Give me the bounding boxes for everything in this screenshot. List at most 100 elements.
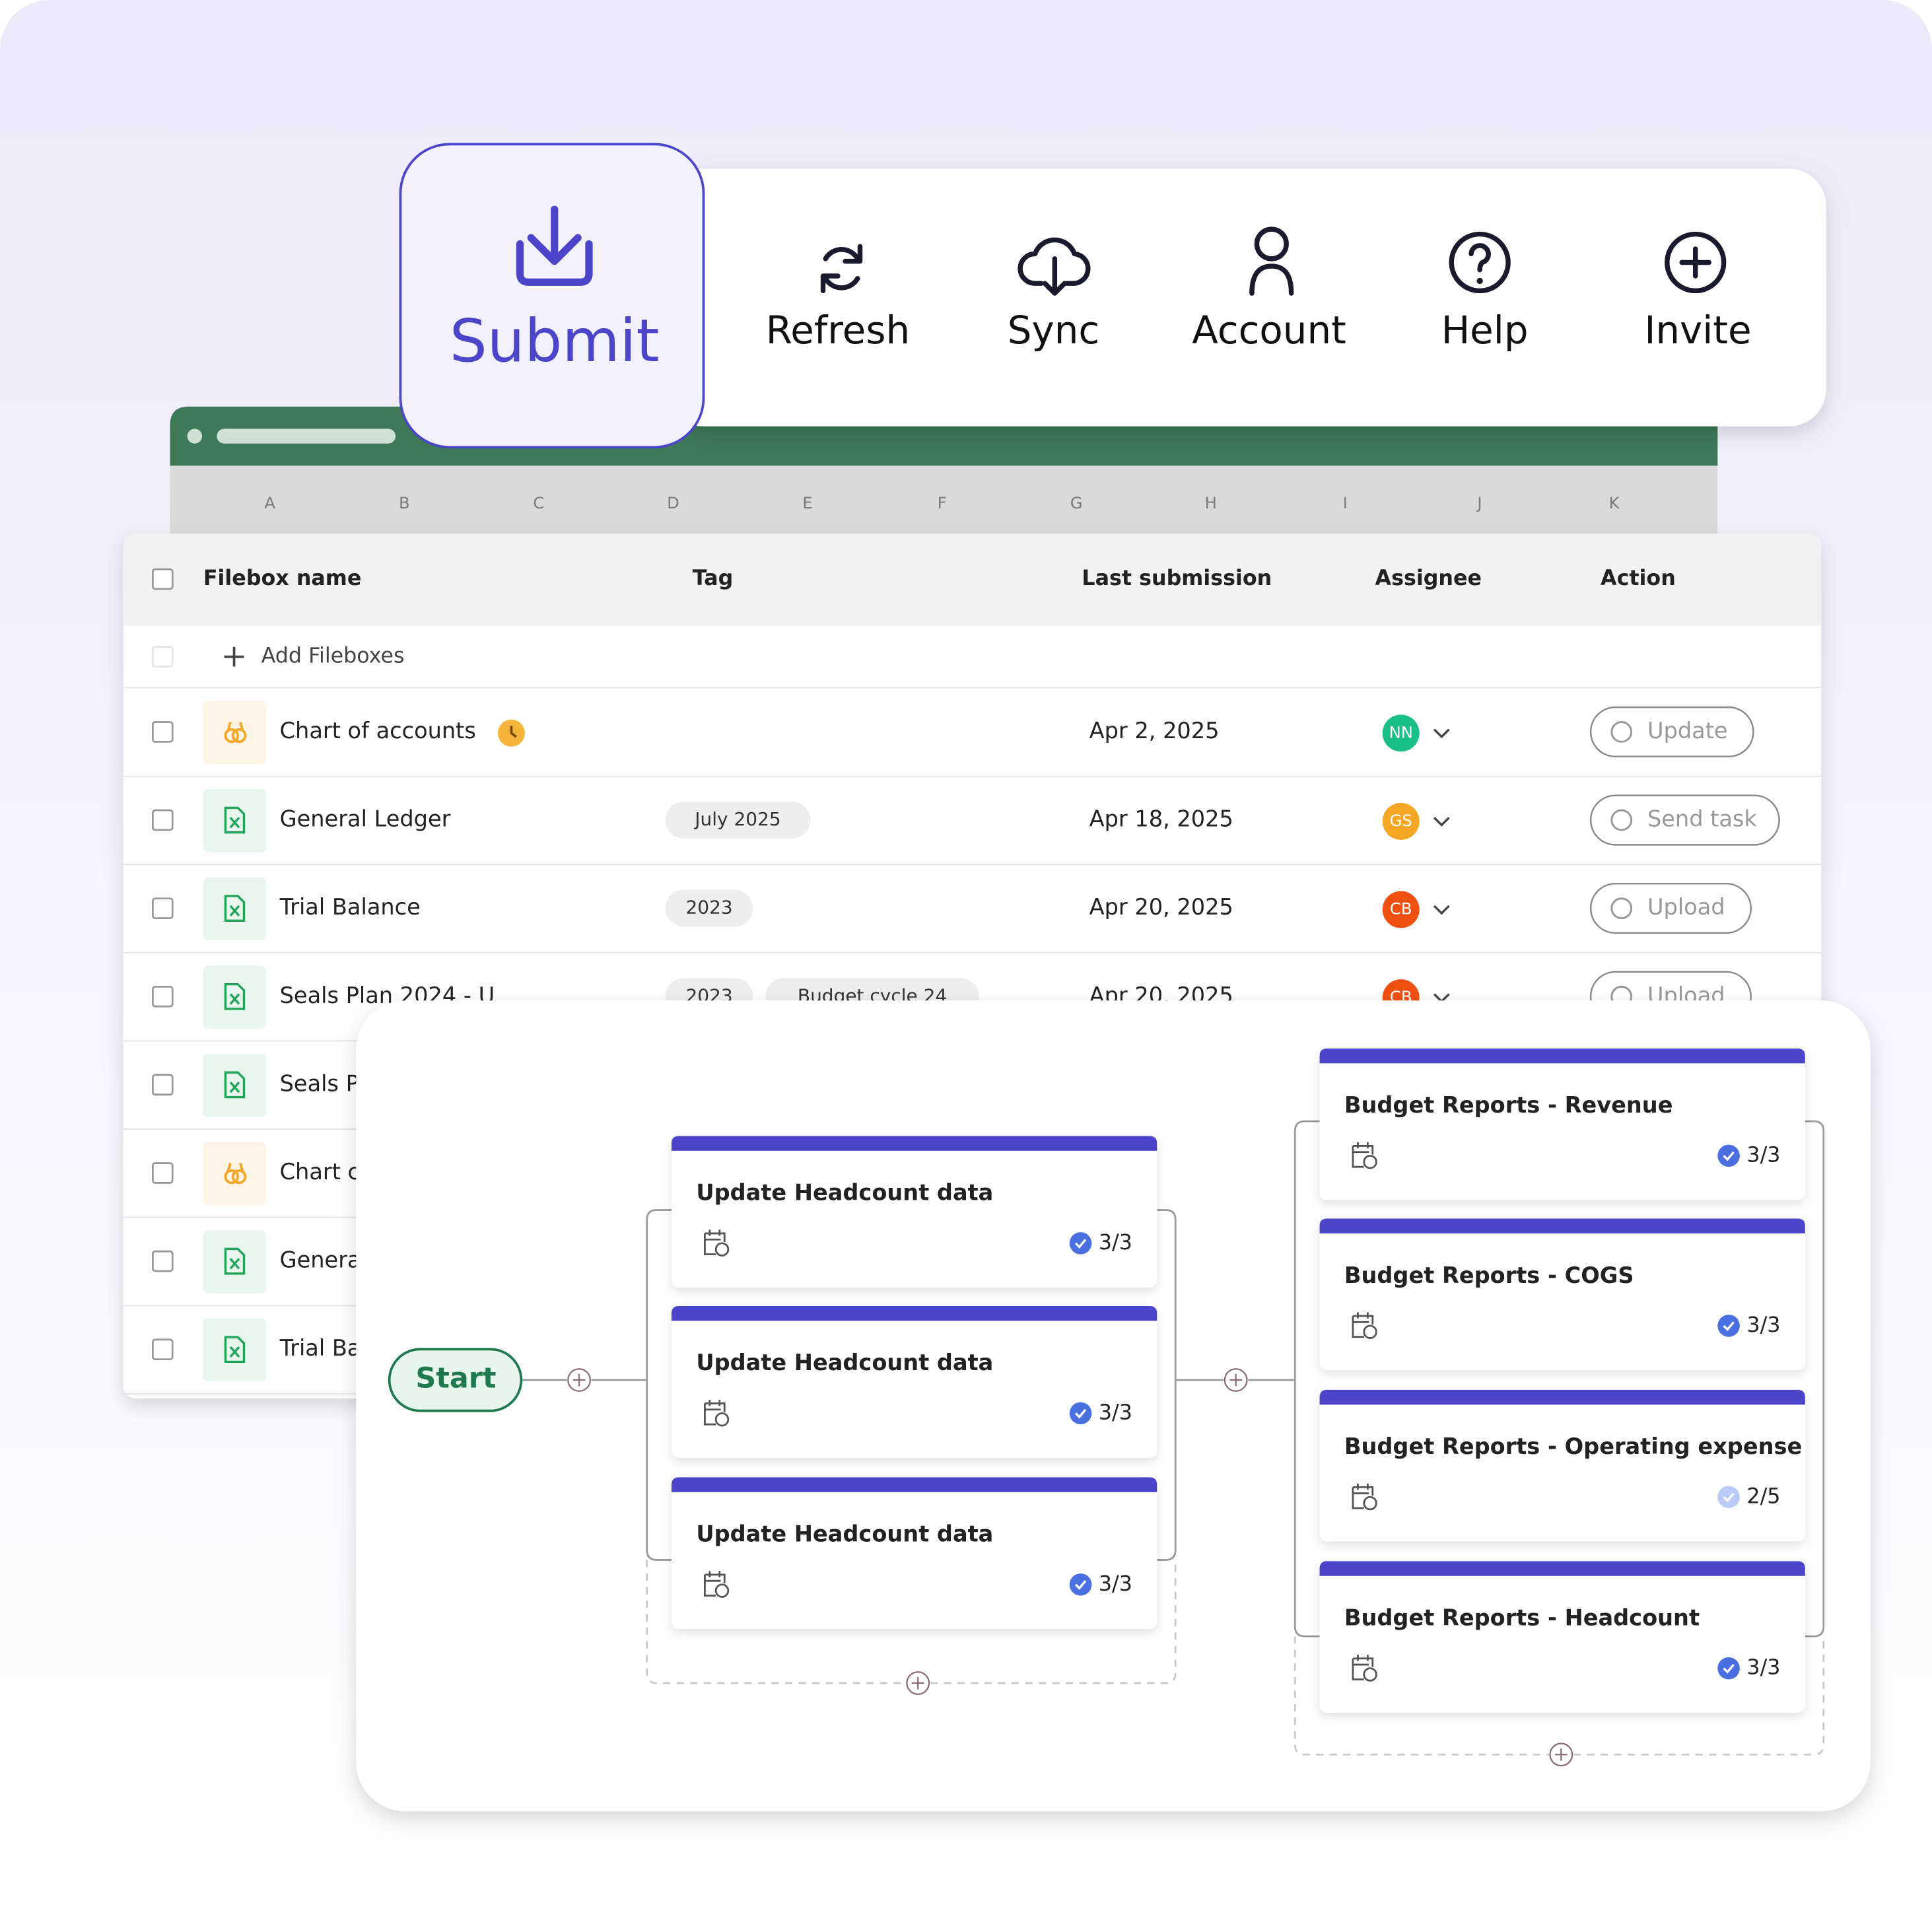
column-letter: H	[1205, 493, 1217, 512]
toolbar-label[interactable]: Sync	[1008, 308, 1099, 353]
checkbox[interactable]	[151, 897, 174, 919]
calendar-icon	[1352, 1312, 1374, 1338]
tag-chip	[665, 889, 753, 927]
column-header: Assignee	[1375, 567, 1482, 590]
excel-icon	[224, 1336, 246, 1363]
column-header: Filebox name	[203, 567, 361, 590]
tag-label: 2023	[686, 897, 733, 918]
checkbox[interactable]	[151, 809, 174, 831]
column-letter: A	[264, 493, 275, 512]
filebox-name[interactable]: General Ledger	[280, 806, 451, 832]
avatar-initials: GS	[1390, 811, 1412, 830]
filebox-name[interactable]: Chart of accounts	[280, 718, 476, 743]
progress: 3/3	[1099, 1400, 1132, 1424]
toolbar-label[interactable]: Help	[1441, 308, 1529, 353]
column-letter: G	[1070, 493, 1083, 512]
check-mark	[1723, 1321, 1735, 1331]
task-title: Budget Reports - COGS	[1344, 1262, 1634, 1288]
checkbox[interactable]	[151, 568, 174, 590]
action-icon	[1610, 721, 1633, 743]
sheet-columns	[170, 466, 1718, 535]
assignee-dropdown[interactable]	[1433, 817, 1450, 827]
avatar-initials: CB	[1390, 899, 1412, 918]
filebox-name[interactable]: Trial Ba	[279, 1335, 361, 1361]
checkbox[interactable]	[151, 1074, 174, 1096]
binoculars-icon	[224, 722, 247, 743]
action-button[interactable]	[1589, 794, 1780, 846]
excel-icon	[224, 806, 246, 834]
task-card[interactable]	[1319, 1218, 1805, 1371]
calendar-icon	[1352, 1483, 1374, 1509]
action-button[interactable]	[1589, 883, 1752, 934]
file-icon	[203, 1230, 267, 1294]
column-header: Tag	[693, 567, 734, 590]
add-step-plus	[572, 1373, 586, 1387]
clock-icon	[714, 1412, 730, 1427]
start-node[interactable]	[388, 1348, 523, 1412]
toolbar-label[interactable]: Invite	[1644, 308, 1751, 353]
task-card[interactable]	[1319, 1561, 1805, 1713]
assignee-dropdown[interactable]	[1433, 905, 1450, 915]
sheet-bar	[217, 429, 396, 444]
progress-check	[1717, 1144, 1740, 1167]
submit-button[interactable]	[399, 143, 705, 449]
filebox-name[interactable]: Seals P	[280, 1070, 359, 1096]
help-icon-dot	[1476, 277, 1483, 285]
excel-icon	[224, 1247, 246, 1275]
checkbox[interactable]	[151, 1250, 174, 1272]
checkbox	[151, 646, 174, 668]
checkbox[interactable]	[151, 1162, 174, 1184]
action-button[interactable]	[1589, 706, 1754, 757]
add-fileboxes[interactable]: Add Fileboxes	[261, 644, 405, 668]
progress-check	[1069, 1402, 1092, 1425]
checkbox[interactable]	[151, 1338, 174, 1361]
checkbox[interactable]	[151, 985, 174, 1008]
start-label: Start	[415, 1362, 496, 1395]
task-card[interactable]	[672, 1477, 1157, 1629]
check-mark	[1723, 1663, 1735, 1674]
task-title: Update Headcount data	[696, 1180, 993, 1206]
action-icon	[1610, 897, 1633, 920]
submit-label[interactable]: Submit	[450, 307, 660, 376]
progress: 3/3	[1746, 1656, 1780, 1680]
task-card[interactable]	[1319, 1049, 1805, 1200]
filebox-name[interactable]: Genera	[280, 1247, 361, 1273]
toolbar-label[interactable]: Refresh	[766, 308, 910, 353]
help-icon-mark	[1468, 243, 1491, 273]
task-card-bar	[672, 1477, 1157, 1492]
add-step-plus	[1229, 1373, 1242, 1387]
action-label: Upload	[1647, 894, 1725, 920]
progress-check	[1069, 1232, 1092, 1255]
assignee-dropdown[interactable]	[1433, 728, 1450, 739]
filebox-name[interactable]: Trial Balance	[279, 894, 421, 920]
progress: 3/3	[1099, 1231, 1132, 1255]
action-label: Send task	[1647, 806, 1757, 832]
task-card[interactable]	[672, 1136, 1157, 1288]
connectors	[521, 1120, 1825, 1756]
action-label: Update	[1647, 718, 1728, 743]
file-icon	[203, 878, 267, 941]
tag-chip	[665, 802, 811, 839]
progress-check	[1717, 1486, 1740, 1509]
invite-icon	[1665, 231, 1727, 294]
task-card[interactable]	[1319, 1389, 1805, 1542]
task-card-bar	[1319, 1218, 1805, 1233]
progress: 2/5	[1746, 1484, 1780, 1508]
progress-check	[1717, 1657, 1740, 1680]
sync-icon	[1018, 237, 1091, 296]
task-title: Budget Reports - Revenue	[1344, 1092, 1673, 1118]
avatar-initials: NN	[1389, 722, 1413, 742]
toolbar-label[interactable]: Account	[1192, 308, 1346, 353]
task-card[interactable]	[672, 1306, 1157, 1458]
check-mark	[1074, 1239, 1087, 1249]
filebox-name[interactable]: Chart c	[280, 1159, 360, 1185]
column-letter: C	[533, 493, 544, 512]
checkbox[interactable]	[151, 721, 174, 743]
task-title: Budget Reports - Headcount	[1344, 1605, 1700, 1631]
action-icon	[1610, 809, 1633, 831]
column-header: Last submission	[1082, 567, 1272, 590]
last-submission: Apr 18, 2025	[1089, 806, 1233, 832]
file-icon	[203, 789, 267, 852]
binoculars-icon	[224, 1163, 247, 1185]
toolbar	[665, 168, 1826, 427]
